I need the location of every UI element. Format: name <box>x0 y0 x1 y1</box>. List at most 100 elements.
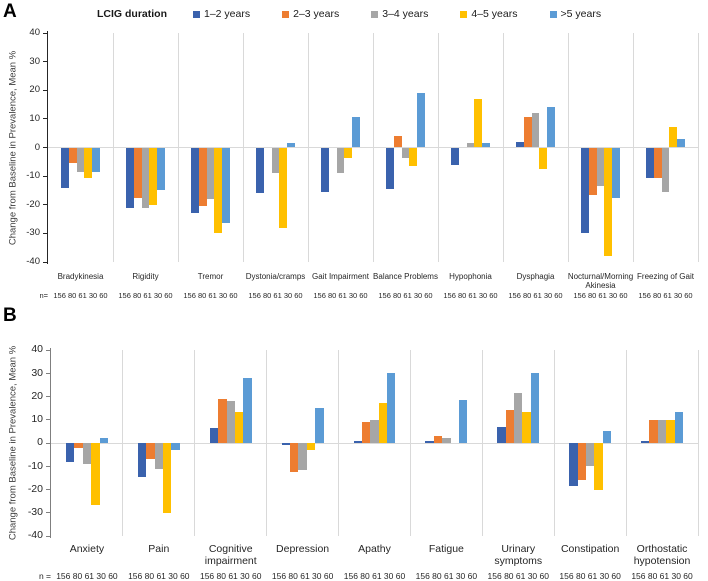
legend-swatch-icon <box>371 10 379 18</box>
bar->5 years-Dysphagia <box>547 107 555 148</box>
bar-2–3 years-Orthostatic hypotension <box>649 419 658 443</box>
n-values: 156 80 61 30 60 <box>443 291 498 300</box>
bar-1–2 years-Constipation <box>569 443 578 486</box>
y-tick-label: -20 <box>26 198 40 210</box>
n-values: 156 80 61 30 60 <box>118 291 173 300</box>
n-values: 156 80 61 30 60 <box>248 291 303 300</box>
panel-a-letter: A <box>3 1 17 22</box>
bar-4–5 years-Pain <box>163 443 172 513</box>
bar->5 years-Rigidity <box>157 147 165 191</box>
legend-title: LCIG duration <box>97 8 167 20</box>
y-tick-mark <box>46 396 50 397</box>
bar-4–5 years-Gait Impairment <box>344 147 353 158</box>
legend: LCIG duration 1–2 years 2–3 years 3–4 year… <box>97 8 601 20</box>
y-tick-mark <box>46 349 50 351</box>
legend-item: 1–2 years <box>193 8 250 20</box>
y-tick-mark <box>46 419 50 421</box>
n-values: 156 80 61 30 60 <box>559 571 621 581</box>
category-label: Apathy <box>358 543 391 555</box>
legend-item-label: 2–3 years <box>293 8 340 20</box>
y-tick-label: 20 <box>31 389 43 402</box>
bar->5 years-Constipation <box>602 431 612 443</box>
bar-4–5 years-Bradykinesia <box>84 147 93 178</box>
bar->5 years-Apathy <box>387 373 396 443</box>
bar-2–3 years-Tremor <box>198 147 207 207</box>
n-values: 156 80 61 30 60 <box>199 571 262 581</box>
n-values: 156 80 61 30 60 <box>128 571 190 581</box>
category-separator <box>502 33 504 262</box>
bar->5 years-Pain <box>171 443 180 450</box>
y-tick-mark <box>43 61 47 63</box>
y-tick-label: -40 <box>26 256 40 268</box>
bar-2–3 years-Dysphagia <box>523 117 532 148</box>
y-axis-line <box>49 348 51 538</box>
category-separator <box>372 33 374 262</box>
bar-4–5 years-Constipation <box>594 443 603 490</box>
category-label: Hypophonia <box>449 272 492 281</box>
bar->5 years-Cognitive impairment <box>243 377 252 443</box>
category-label: Anxiety <box>69 543 105 555</box>
category-label: Balance Problems <box>373 272 438 281</box>
n-values: 156 80 61 30 60 <box>631 571 693 581</box>
n-values: 156 80 61 30 60 <box>487 571 549 581</box>
y-tick-label: -20 <box>27 482 43 495</box>
bar-3–4 years-Balance Problems <box>401 147 410 158</box>
category-label: Cognitive impairment <box>204 543 257 568</box>
panel-b-letter: B <box>3 305 17 326</box>
category-label: Fatigue <box>428 543 464 555</box>
bar-3–4 years-Urinary symptoms <box>514 393 523 443</box>
legend-swatch-icon <box>193 10 200 18</box>
bar-1–2 years-Urinary symptoms <box>497 426 506 443</box>
bar->5 years-Gait Impairment <box>352 117 360 148</box>
bar-1–2 years-Bradykinesia <box>61 147 69 188</box>
bar->5 years-Depression <box>315 408 324 443</box>
bar->5 years-Freezing of Gait <box>677 138 685 148</box>
n-values: 156 80 61 30 60 <box>183 291 238 300</box>
bar-4–5 years-Orthostatic hypotension <box>666 419 675 443</box>
bar-1–2 years-Balance Problems <box>386 147 394 189</box>
bar->5 years-Hypophonia <box>482 143 490 148</box>
y-tick-label: -10 <box>27 459 43 472</box>
n-values: 156 80 61 30 60 <box>53 291 108 300</box>
category-separator <box>122 350 124 536</box>
category-label: Gait Impairment <box>312 272 369 281</box>
bar-1–2 years-Dystonia/cramps <box>256 147 264 194</box>
bar-2–3 years-Apathy <box>361 422 371 443</box>
bar-3–4 years-Gait Impairment <box>336 147 345 174</box>
bar-1–2 years-Nocturnal/Morning Akinesia <box>581 147 589 234</box>
bar-3–4 years-Anxiety <box>82 443 92 464</box>
bar-3–4 years-Hypophonia <box>466 143 475 148</box>
legend-item-label: 4–5 years <box>471 8 518 20</box>
category-separator <box>567 33 569 262</box>
category-separator <box>409 350 411 536</box>
y-tick-label: 30 <box>31 366 43 379</box>
y-tick-label: 40 <box>31 343 43 356</box>
y-tick-label: 30 <box>29 55 40 67</box>
bar-3–4 years-Apathy <box>370 419 379 443</box>
bar-3–4 years-Pain <box>154 443 164 469</box>
bar-3–4 years-Tremor <box>206 147 215 200</box>
category-separator <box>266 350 268 536</box>
bar-4–5 years-Dysphagia <box>539 147 548 169</box>
y-tick-mark <box>46 535 50 537</box>
y-tick-mark <box>43 261 47 263</box>
category-separator <box>242 33 244 262</box>
category-separator <box>481 350 483 536</box>
bar-3–4 years-Rigidity <box>141 147 150 208</box>
bar-4–5 years-Cognitive impairment <box>234 411 244 443</box>
y-tick-label: 0 <box>37 436 43 449</box>
category-label: Orthostatic hypotension <box>633 543 691 568</box>
bar-2–3 years-Constipation <box>577 443 586 481</box>
bar-4–5 years-Hypophonia <box>474 98 483 148</box>
bar-3–4 years-Bradykinesia <box>76 147 85 172</box>
bar-1–2 years-Cognitive impairment <box>209 427 219 443</box>
bar-3–4 years-Freezing of Gait <box>661 147 670 192</box>
category-label: Tremor <box>197 272 224 281</box>
y-tick-label: -30 <box>27 506 43 519</box>
bar->5 years-Anxiety <box>99 438 108 443</box>
y-tick-label: 10 <box>31 413 43 426</box>
y-tick-mark <box>43 232 47 234</box>
legend-swatch-icon <box>282 10 290 18</box>
